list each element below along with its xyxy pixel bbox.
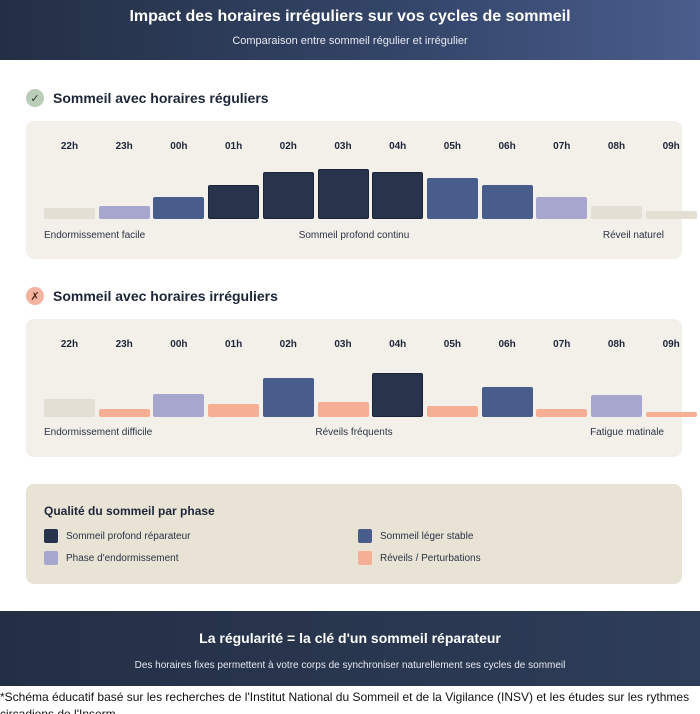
legend-item-light: Sommeil léger stable <box>358 529 473 543</box>
irregular-label-end: Fatigue matinale <box>590 427 664 438</box>
footer-title: La régularité = la clé d'un sommeil répa… <box>199 630 501 646</box>
legend-title: Qualité du sommeil par phase <box>44 504 215 518</box>
hour-label: 03h <box>334 141 352 152</box>
irregular-section-title: ✗ Sommeil avec horaires irréguliers <box>26 286 278 306</box>
irregular-bars <box>26 319 697 457</box>
irregular-title-text: Sommeil avec horaires irréguliers <box>53 288 278 304</box>
legend-label: Phase d'endormissement <box>66 552 179 564</box>
sleep-bar-09h <box>645 412 697 417</box>
hour-label: 00h <box>170 141 188 152</box>
hour-label: 05h <box>443 141 461 152</box>
legend-swatch <box>44 529 58 543</box>
legend-swatch <box>358 529 372 543</box>
regular-section-title: ✓ Sommeil avec horaires réguliers <box>26 88 269 108</box>
regular-label-start: Endormissement facile <box>44 230 146 241</box>
hour-label: 03h <box>334 339 352 350</box>
hour-label: 09h <box>662 141 680 152</box>
sleep-bar-07h <box>536 409 588 417</box>
sleep-bar-03h <box>317 169 369 219</box>
regular-label-middle: Sommeil profond continu <box>298 230 410 241</box>
page-subtitle: Comparaison entre sommeil régulier et ir… <box>232 35 468 47</box>
sleep-bar-04h <box>372 172 424 219</box>
sleep-bar-05h <box>426 406 478 417</box>
legend-item-wake: Réveils / Perturbations <box>358 551 481 565</box>
sleep-bar-09h <box>645 211 697 219</box>
hour-label: 08h <box>607 141 626 152</box>
hour-label: 09h <box>662 339 680 350</box>
sleep-bar-01h <box>208 404 260 417</box>
sleep-bar-02h <box>262 378 314 417</box>
sleep-bar-06h <box>481 185 533 219</box>
page-title: Impact des horaires irréguliers sur vos … <box>129 8 571 25</box>
hour-axis: 22h 23h 00h 01h 02h 03h 04h 05h 06h 07h 08h 09h <box>26 141 682 155</box>
sleep-bar-03h <box>317 402 369 417</box>
legend-panel: Qualité du sommeil par phase Sommeil pro… <box>26 484 682 584</box>
irregular-chart-panel: 22h 23h 00h 01h 02h 03h 04h 05h 06h 07h 08h 09h End… <box>26 319 697 457</box>
hour-label: 06h <box>498 141 516 152</box>
sleep-bar-05h <box>426 178 478 219</box>
legend-item-deep: Sommeil profond réparateur <box>44 529 191 543</box>
hour-label: 05h <box>443 339 461 350</box>
sleep-bar-02h <box>262 172 314 219</box>
irregular-label-start: Endormissement difficile <box>44 427 153 438</box>
hour-label: 07h <box>553 339 571 350</box>
footer-banner: La régularité = la clé d'un sommeil répa… <box>0 611 700 686</box>
regular-bars <box>26 121 697 259</box>
hour-axis: 22h 23h 00h 01h 02h 03h 04h 05h 06h 07h 08h 09h <box>26 339 682 353</box>
irregular-label-middle: Réveils fréquents <box>315 427 393 438</box>
cross-icon: ✗ <box>26 287 44 305</box>
header-banner: Impact des horaires irréguliers sur vos … <box>0 0 700 60</box>
sleep-bar-08h <box>591 395 642 417</box>
legend-swatch <box>44 551 58 565</box>
regular-label-end: Réveil naturel <box>602 230 664 241</box>
hour-label: 02h <box>279 339 297 350</box>
hour-label: 04h <box>389 141 407 152</box>
sleep-bar-04h <box>372 373 424 417</box>
hour-label: 04h <box>389 339 407 350</box>
legend-item-sleep: Phase d'endormissement <box>44 551 179 565</box>
legend-label: Sommeil léger stable <box>380 530 474 542</box>
hour-label: 01h <box>224 339 243 350</box>
hour-label: 02h <box>279 141 297 152</box>
sleep-bar-00h <box>153 197 205 219</box>
hour-label: 00h <box>170 339 188 350</box>
hour-label: 22h <box>60 141 79 152</box>
sleep-bar-08h <box>591 206 642 219</box>
hour-label: 23h <box>115 339 133 350</box>
sleep-bar-07h <box>536 197 588 219</box>
footer-text: Des horaires fixes permettent à votre co… <box>134 660 566 671</box>
legend-swatch <box>358 551 372 565</box>
sleep-bar-22h <box>44 399 95 417</box>
hour-label: 06h <box>498 339 516 350</box>
source-note: *Schéma éducatif basé sur les recherches… <box>0 690 690 714</box>
sleep-bar-01h <box>208 185 260 219</box>
hour-label: 23h <box>115 141 133 152</box>
sleep-bar-06h <box>481 387 533 417</box>
regular-chart-panel: 22h 23h 00h 01h 02h 03h 04h 05h 06h 07h 08h 09h End… <box>26 121 697 259</box>
hour-label: 08h <box>607 339 626 350</box>
hour-label: 01h <box>224 141 243 152</box>
sleep-bar-23h <box>98 409 150 417</box>
check-icon: ✓ <box>26 89 44 107</box>
hour-label: 07h <box>553 141 571 152</box>
hour-label: 22h <box>60 339 79 350</box>
sleep-bar-23h <box>98 206 150 219</box>
regular-title-text: Sommeil avec horaires réguliers <box>53 90 269 106</box>
legend-label: Réveils / Perturbations <box>380 552 481 564</box>
sleep-bar-00h <box>153 394 205 417</box>
sleep-bar-22h <box>44 208 95 219</box>
legend-label: Sommeil profond réparateur <box>66 530 191 542</box>
